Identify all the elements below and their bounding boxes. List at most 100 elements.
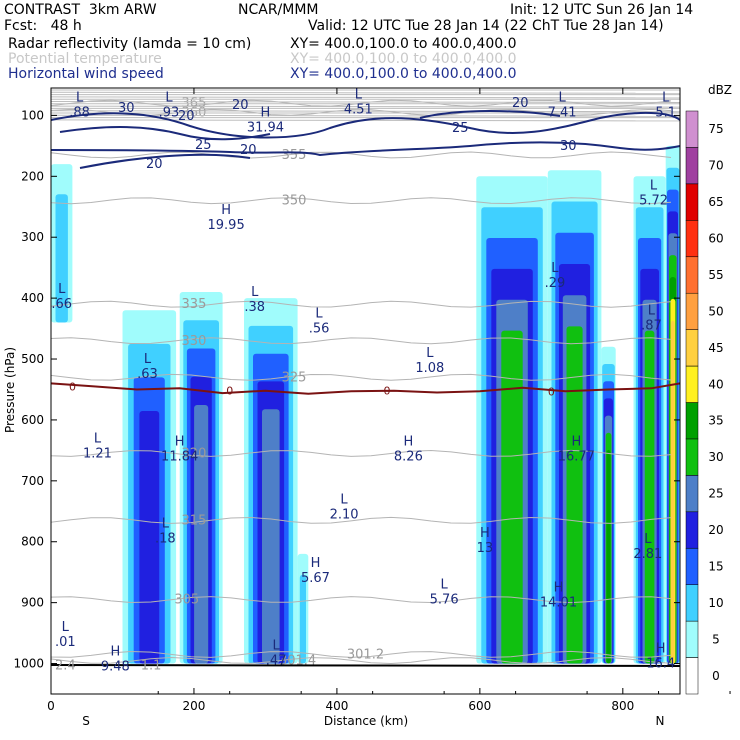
y-tick-label: 700 (21, 474, 44, 488)
colorbar-swatch (685, 329, 699, 367)
y-tick-label: 1000 (13, 657, 44, 671)
wind-label: 20 (240, 143, 257, 158)
x-tick-label: 800 (611, 699, 634, 713)
wind-label: 25 (452, 121, 469, 136)
theta-line (50, 300, 672, 308)
annotation-value: 4.51 (344, 102, 373, 117)
theta-label: 320 (182, 446, 207, 461)
colorbar-label: 5 (712, 632, 720, 646)
colorbar-swatch (685, 620, 699, 658)
annotation-kind: H (571, 434, 581, 449)
theta-label: 335 (182, 297, 207, 312)
annotation-kind: L (62, 620, 70, 635)
x-tick-label: 0 (47, 699, 55, 713)
surface-label: 2.4 (55, 658, 76, 673)
x-axis-title: Distance (km) (324, 714, 408, 728)
colorbar-swatch (685, 292, 699, 330)
annotation-kind: H (480, 526, 490, 541)
annotation-kind: H (175, 434, 185, 449)
theta-line (50, 99, 672, 107)
theta-line (50, 650, 672, 658)
colorbar-label: 60 (708, 232, 723, 246)
theta-dense-line (50, 105, 681, 108)
theta-dense-line (50, 110, 681, 113)
annotation-value: 31.94 (247, 121, 284, 136)
annotation-value: 9.48 (101, 660, 130, 675)
annotation-value: 8.26 (394, 449, 423, 464)
annotation-kind: H (311, 556, 321, 571)
annotation-value: 16.4 (646, 657, 675, 672)
field2-name: Potential temperature (8, 51, 162, 67)
colorbar-label: 15 (708, 560, 723, 574)
annotation-value: .47 (266, 653, 287, 668)
annotation-kind: L (551, 261, 559, 276)
colorbar-label: 10 (708, 596, 723, 610)
annotation-kind: L (251, 285, 259, 300)
model-title: CONTRAST 3km ARW (4, 2, 157, 18)
annotation-kind: H (110, 645, 120, 660)
freezing-level-label: 0 (548, 385, 555, 398)
colorbar-label: 25 (708, 487, 723, 501)
wind-label: 20 (178, 109, 195, 124)
annotation-kind: L (644, 532, 652, 547)
field3-name: Horizontal wind speed (8, 66, 164, 82)
annotation-value: 5.1 (655, 105, 676, 120)
colorbar-label: 35 (708, 414, 723, 428)
wind-line (50, 111, 681, 139)
annotation-kind: L (76, 90, 84, 105)
freezing-level-label: 0 (226, 385, 233, 398)
annotation-value: .01 (55, 635, 76, 650)
forecast-hour: Fcst: 48 h (4, 18, 82, 34)
wind-line (50, 141, 681, 157)
x-tick-label: 600 (468, 699, 491, 713)
y-tick-label: 100 (21, 108, 44, 122)
theta-line (50, 596, 672, 604)
axes: 0 200 400 600 800100200300400500600700800900… (3, 88, 731, 728)
annotation-kind: H (221, 203, 231, 218)
theta-line (50, 337, 672, 345)
x-tick-label: 400 (325, 699, 348, 713)
annotation-kind: L (426, 346, 434, 361)
annotation-kind: L (273, 638, 281, 653)
colorbar-unit: dBZ (708, 83, 732, 97)
colorbar-swatch (685, 438, 699, 476)
colorbar-label: 30 (708, 450, 723, 464)
annotation-kind: H (656, 642, 666, 657)
reflectivity-cell-8-band-30 (644, 330, 655, 664)
theta-dense-line (50, 114, 681, 117)
annotation-value: 19.95 (208, 218, 245, 233)
colorbar-swatch (685, 110, 699, 148)
colorbar-swatch (685, 220, 699, 257)
freezing-level-line (50, 382, 681, 395)
reflectivity-cell-5-band-30 (501, 330, 523, 664)
annotation-kind: L (315, 307, 323, 322)
reflectivity-cell-7-band-35 (606, 450, 611, 664)
annotation-value: 11.84 (161, 449, 198, 464)
x-tick-label: 200 (183, 699, 206, 713)
annotation-value: 1.21 (83, 446, 112, 461)
colorbar-swatch (685, 511, 699, 549)
theta-label: 315 (182, 513, 207, 528)
field3-xy: XY= 400.0,100.0 to 400.0,400.0 (290, 66, 517, 82)
theta-label: 350 (282, 194, 307, 209)
annotations: L.88L.93 H31.94L4.51L7.41L5.1H19.95L5.72L… (51, 87, 676, 674)
annotation-value: 14.01 (540, 596, 577, 611)
theta-label: 330 (182, 334, 207, 349)
theta-line (50, 373, 672, 381)
y-tick-label: 400 (21, 291, 44, 305)
annotation-kind: H (261, 106, 271, 121)
theta-dense-line (50, 101, 681, 103)
reflectivity-cell-4-band-10 (299, 574, 306, 664)
surface-label: 1.1 (141, 658, 162, 673)
annotation-kind: L (340, 492, 348, 507)
annotation-kind: L (355, 87, 363, 102)
annotation-value: .29 (545, 276, 566, 291)
colorbar-label: 50 (708, 304, 723, 318)
annotation-kind: L (165, 90, 173, 105)
annotation-kind: H (554, 581, 564, 596)
annotation-kind: L (144, 352, 152, 367)
annotation-value: 5.76 (430, 593, 459, 608)
colorbar: dBZ 0 5 10 15 20 25 30 35 40 45 50 55 60 65 70 75 (685, 83, 732, 695)
valid-time: Valid: 12 UTC Tue 28 Jan 14 (22 ChT Tue … (308, 18, 664, 34)
